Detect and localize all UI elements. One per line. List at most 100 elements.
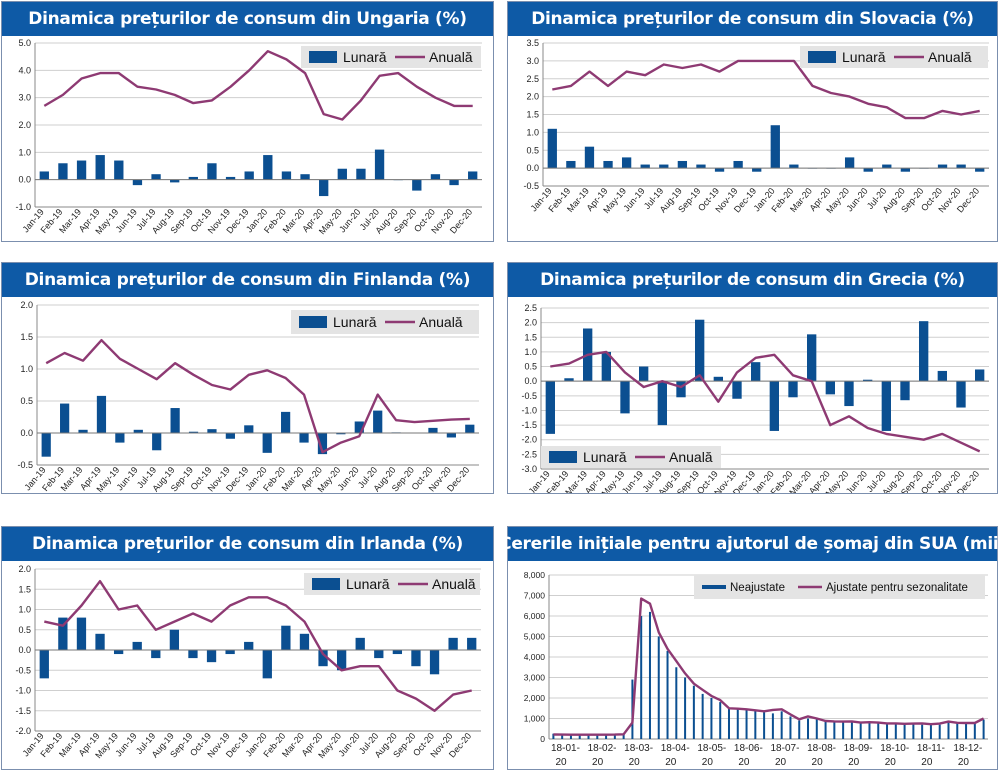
series-line [43,49,473,121]
bar [956,723,959,739]
bar [900,381,910,401]
bar [262,650,272,679]
series-line [552,59,980,120]
bar [58,163,68,180]
bar [798,720,801,739]
legend-label: Lunară [343,49,387,65]
bar [188,431,199,433]
x-tick-label: 20 [555,757,567,768]
bar [317,433,328,455]
bar [262,433,272,453]
y-tick-label: 2.0 [18,564,31,574]
bar [545,381,555,434]
x-tick-label: 18-10- [880,743,909,754]
bar [919,321,929,382]
bar [95,633,105,650]
series-line [553,597,985,736]
bar [894,724,897,739]
bar [188,176,198,180]
bar [824,721,827,739]
bar [206,650,217,663]
bar [640,164,650,169]
bar [975,369,985,382]
bar [613,734,616,739]
bar [733,160,743,169]
y-tick-label: 0.0 [18,645,31,655]
bar [815,718,818,739]
bar [115,433,125,443]
bar [132,179,143,186]
bar [133,429,143,433]
bar [701,693,704,739]
bar [719,702,722,739]
bar [428,427,438,433]
y-tick-label: 4,000 [524,652,546,662]
bar [170,179,180,183]
bar [299,433,309,443]
x-tick-label: 20 [775,757,787,768]
bar [337,168,347,180]
bar [355,637,365,650]
bar [373,410,383,433]
bar [921,724,924,739]
y-tick-label: -0.5 [523,181,539,191]
x-tick-label: 20 [738,757,750,768]
bar [769,381,779,431]
bar [886,723,889,739]
bar [569,734,572,739]
series-line [550,350,981,453]
bar [752,168,762,172]
chart-plot-ungaria: -1.00.01.02.03.04.05.0Jan-19Feb-19Mar-19… [15,38,482,236]
bar [788,381,798,398]
x-tick-label: 20 [812,757,824,768]
y-tick-label: -1.5 [521,420,537,430]
bar [666,650,669,739]
bar [114,160,124,180]
bar [207,163,217,180]
bar [605,734,608,739]
y-tick-label: -1.5 [15,706,31,716]
chart-plot-finlanda: -0.50.00.51.01.52.0Jan-19Feb-19Mar-19Apr… [17,300,479,493]
y-tick-label: 0.5 [524,362,537,372]
x-tick-label: 18-01- [551,743,580,754]
bar [833,721,836,739]
y-tick-label: -1.0 [15,686,31,696]
bar [973,723,976,739]
bar [900,168,911,172]
y-tick-label: 1.0 [18,605,31,615]
bar [947,722,950,739]
x-tick-label: 18-05- [697,743,726,754]
series-line [45,339,470,454]
bar [244,425,254,433]
y-tick-label: 3.5 [526,38,539,48]
chart-title: Cererile inițiale pentru ajutorul de șom… [499,527,1000,561]
y-tick-label: -0.5 [17,460,33,470]
chart-plot-irlanda: -2.0-1.5-1.0-0.50.00.51.01.52.0Jan-19Feb… [15,564,481,760]
y-tick-label: -2.0 [521,435,537,445]
y-tick-label: -1.0 [521,405,537,415]
x-tick-label: 20 [958,757,970,768]
bar [789,164,799,169]
legend-swatch-bar [702,585,726,589]
bar [912,724,915,739]
y-tick-label: 8,000 [524,570,546,580]
bar [937,164,948,169]
x-tick-label: 18-08- [807,743,836,754]
y-tick-label: 0.5 [20,396,33,406]
chart-panel-finlanda: Dinamica prețurilor de consum din Finlan… [1,262,494,494]
bar [207,429,217,433]
legend-label: Anuală [669,449,713,465]
bar [659,164,669,169]
bar [281,411,291,433]
bar [78,429,88,433]
bar [448,637,458,650]
bar [850,722,853,739]
bar [564,378,574,382]
bar [411,650,421,667]
bar [281,171,292,180]
bar [170,408,180,433]
bar [151,174,161,180]
y-tick-label: 1.5 [526,110,539,120]
bar [41,433,51,457]
y-tick-label: -1.0 [15,202,31,212]
